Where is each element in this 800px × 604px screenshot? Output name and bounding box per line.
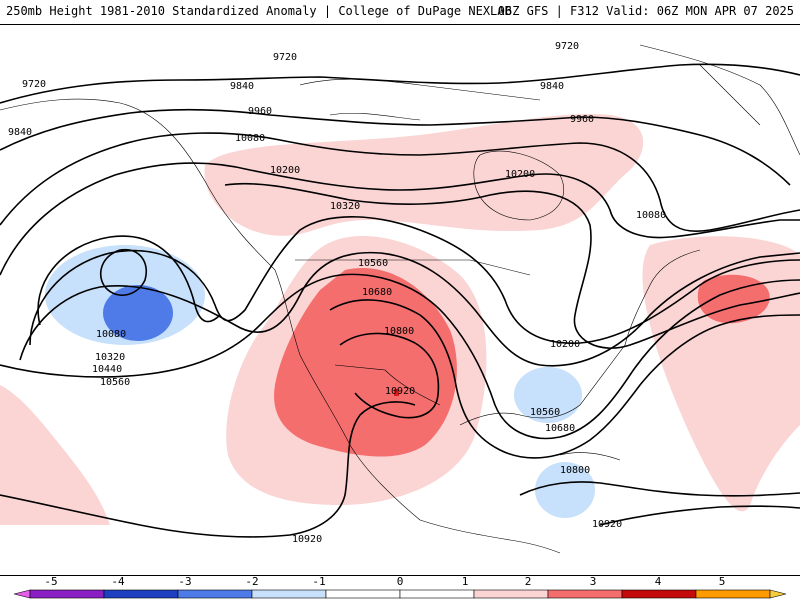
contour-label-10680-b: 10680 bbox=[545, 423, 575, 434]
contour-label-10560-b: 10560 bbox=[100, 377, 130, 388]
colorbar-tick-labels: -5 -4 -3 -2 -1 0 1 2 3 4 5 bbox=[44, 576, 725, 588]
colorbar-tick-neg4: -4 bbox=[111, 576, 125, 588]
colorbar-swatch-1 bbox=[30, 590, 104, 598]
contour-label-10080-a: 10080 bbox=[235, 133, 265, 144]
anomaly-region-pacific-positive bbox=[0, 385, 110, 525]
colorbar-swatch-6 bbox=[400, 590, 474, 598]
contour-label-9720-b: 9720 bbox=[22, 79, 46, 90]
colorbar-swatch-9 bbox=[622, 590, 696, 598]
colorbar-tick-4: 4 bbox=[655, 576, 662, 588]
contour-label-10560-a: 10560 bbox=[358, 258, 388, 269]
contour-label-9840-a: 9840 bbox=[230, 81, 254, 92]
contour-label-10320-b: 10320 bbox=[95, 352, 125, 363]
contour-label-10200-c: 10200 bbox=[550, 339, 580, 350]
contour-label-9840-b: 9840 bbox=[8, 127, 32, 138]
contour-label-10680-a: 10680 bbox=[362, 287, 392, 298]
colorbar-tick-neg1: -1 bbox=[312, 576, 325, 588]
colorbar-tick-neg3: -3 bbox=[178, 576, 191, 588]
contour-label-10560-c: 10560 bbox=[530, 407, 560, 418]
contour-label-10800-a: 10800 bbox=[384, 326, 414, 337]
colorbar-swatch-8 bbox=[548, 590, 622, 598]
contour-label-10800-b: 10800 bbox=[560, 465, 590, 476]
contour-label-10080-b: 10080 bbox=[96, 329, 126, 340]
contour-label-10920-a: 10920 bbox=[385, 386, 415, 397]
contour-label-10920-b: 10920 bbox=[292, 534, 322, 545]
anomaly-colorbar: -5 -4 -3 -2 -1 0 1 2 3 4 5 bbox=[0, 576, 800, 600]
colorbar-swatch-5 bbox=[326, 590, 400, 598]
colorbar-tick-1: 1 bbox=[462, 576, 469, 588]
greenland-outline bbox=[640, 45, 800, 155]
colorbar-tick-neg5: -5 bbox=[44, 576, 57, 588]
contour-9720 bbox=[0, 64, 800, 103]
colorbar-tick-neg2: -2 bbox=[245, 576, 258, 588]
central-america-outline bbox=[420, 520, 560, 553]
contour-label-9960-b: 9960 bbox=[570, 114, 594, 125]
colorbar-tick-5: 5 bbox=[719, 576, 726, 588]
contour-label-9840-c: 9840 bbox=[540, 81, 564, 92]
contour-label-10200-b: 10200 bbox=[505, 169, 535, 180]
colorbar-swatch-min bbox=[14, 590, 30, 598]
model-run-info: 06Z GFS | F312 Valid: 06Z MON APR 07 202… bbox=[498, 4, 794, 18]
contour-label-10320-a: 10320 bbox=[330, 201, 360, 212]
colorbar-swatch-max bbox=[770, 590, 786, 598]
colorbar-swatch-3 bbox=[178, 590, 252, 598]
colorbar-swatch-7 bbox=[474, 590, 548, 598]
colorbar-swatch-2 bbox=[104, 590, 178, 598]
colorbar-swatches bbox=[14, 590, 786, 598]
header: 250mb Height 1981-2010 Standardized Anom… bbox=[0, 0, 800, 24]
contour-label-9960-a: 9960 bbox=[248, 106, 272, 117]
contour-label-9720-c: 9720 bbox=[555, 41, 579, 52]
contour-label-10920-c: 10920 bbox=[592, 519, 622, 530]
contour-label-10080-c: 10080 bbox=[636, 210, 666, 221]
colorbar-swatch-10 bbox=[696, 590, 770, 598]
contour-label-10440: 10440 bbox=[92, 364, 122, 375]
arctic-islands-outline bbox=[300, 65, 760, 125]
colorbar-tick-3: 3 bbox=[590, 576, 597, 588]
anomaly-map: 9720 9720 9720 9840 9840 9840 9960 9960 … bbox=[0, 24, 800, 576]
colorbar-tick-2: 2 bbox=[525, 576, 532, 588]
contour-label-9720-a: 9720 bbox=[273, 52, 297, 63]
colorbar-tick-0: 0 bbox=[397, 576, 404, 588]
colorbar-swatch-4 bbox=[252, 590, 326, 598]
contour-label-10200-a: 10200 bbox=[270, 165, 300, 176]
map-title: 250mb Height 1981-2010 Standardized Anom… bbox=[6, 4, 512, 18]
cuba-outline bbox=[560, 453, 620, 460]
